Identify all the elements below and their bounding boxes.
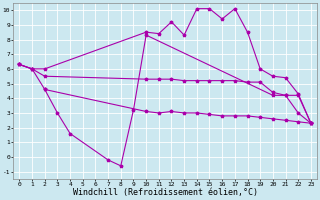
X-axis label: Windchill (Refroidissement éolien,°C): Windchill (Refroidissement éolien,°C) [73, 188, 258, 197]
